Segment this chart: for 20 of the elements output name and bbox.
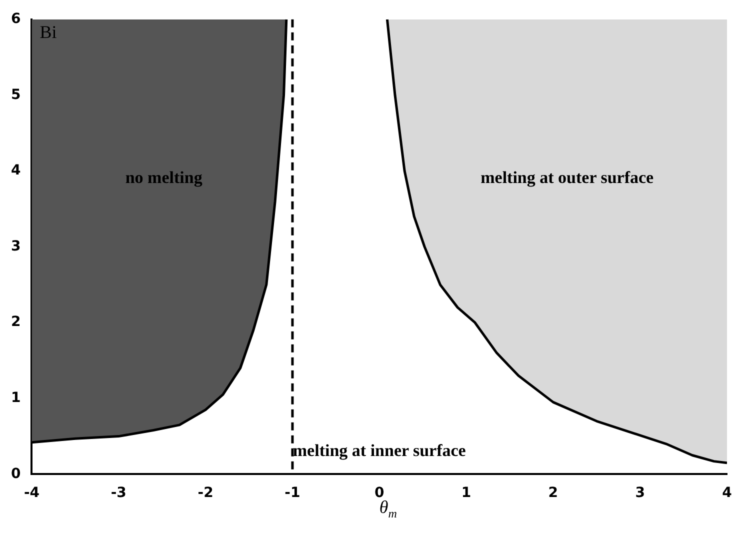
annotation: melting at outer surface [480, 168, 654, 187]
y-tick-label: 0 [10, 466, 21, 482]
y-tick-label: 4 [10, 162, 21, 179]
y-axis-title: Bi [40, 22, 57, 42]
x-tick-label: 1 [461, 485, 472, 502]
annotation: no melting [125, 168, 203, 187]
y-tick-label: 3 [10, 238, 21, 254]
x-tick-label: -3 [110, 485, 126, 502]
x-tick-label: 4 [722, 485, 732, 502]
y-tick-label: 1 [10, 390, 21, 406]
y-tick-label: 2 [10, 314, 21, 330]
x-tick-label: -2 [198, 485, 214, 502]
x-tick-label: 2 [548, 485, 558, 502]
y-tick-label: 5 [10, 86, 21, 103]
x-tick-label: -4 [24, 485, 40, 502]
x-tick-label: 0 [374, 485, 384, 502]
y-tick-label: 6 [10, 11, 21, 28]
x-tick-label: -1 [284, 485, 300, 502]
annotation: melting at inner surface [292, 440, 466, 460]
x-tick-label: 3 [635, 485, 645, 502]
